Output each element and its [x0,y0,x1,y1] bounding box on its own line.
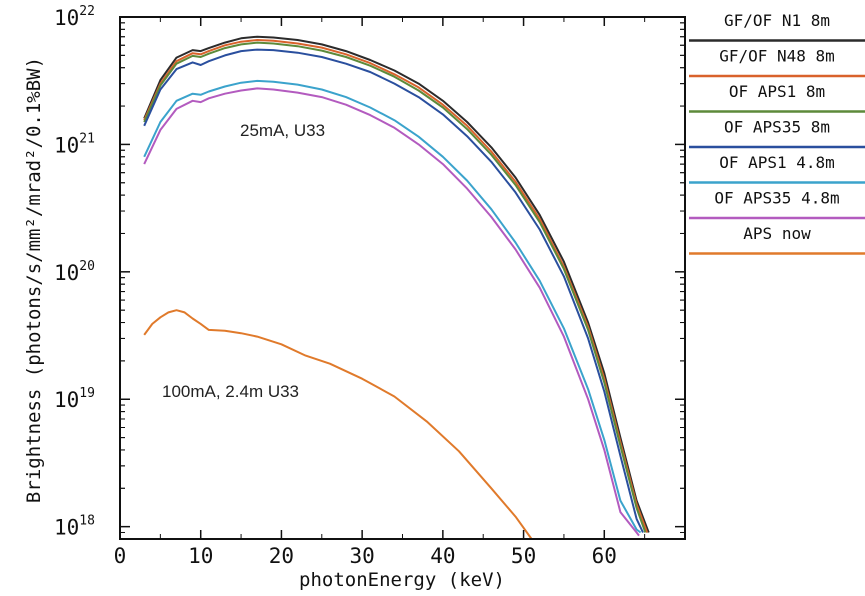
legend: GF/OF N1 8m GF/OF N48 8m OF APS1 8m OF APS3… [689,11,865,255]
x-tick-label-0: 0 [114,544,127,568]
series-layer [143,35,650,540]
series-line-4 [143,79,642,534]
annotation-25ma: 25mA, U33 [240,121,325,140]
x-tick-label-3: 30 [349,544,374,568]
legend-label-0: GF/OF N1 8m [724,11,830,30]
x-tick-label-1: 10 [188,544,213,568]
series-line-1 [143,39,649,533]
legend-label-4: OF APS1 4.8m [719,153,835,172]
plot-frame [119,16,686,540]
series-line-6 [143,309,533,540]
legend-label-3: OF APS35 8m [724,118,830,137]
legend-label-5: OF APS35 4.8m [714,189,839,208]
y-tick-label-1: 1021 [54,131,95,157]
y-axis-title: Brightness (photons/s/mm²/mrad²/0.1%BW) [23,57,45,503]
legend-label-6: APS now [743,224,811,243]
series-line-0 [143,35,650,533]
legend-label-2: OF APS1 8m [729,82,825,101]
y-tick-label-0: 1022 [54,4,95,30]
annotation-100ma: 100mA, 2.4m U33 [162,382,299,401]
x-tick-label-2: 20 [269,544,294,568]
y-tick-label-2: 1020 [54,259,95,285]
series-line-5 [143,87,640,537]
y-tick-label-4: 1018 [54,514,95,540]
x-tick-label-4: 40 [430,544,455,568]
series-line-2 [143,41,647,533]
series-line-3 [143,48,644,533]
x-tick-label-5: 50 [511,544,536,568]
y-tick-label-3: 1019 [54,386,95,412]
legend-label-1: GF/OF N48 8m [719,47,835,66]
x-axis-title: photonEnergy (keV) [299,569,505,591]
x-tick-label-6: 60 [592,544,617,568]
